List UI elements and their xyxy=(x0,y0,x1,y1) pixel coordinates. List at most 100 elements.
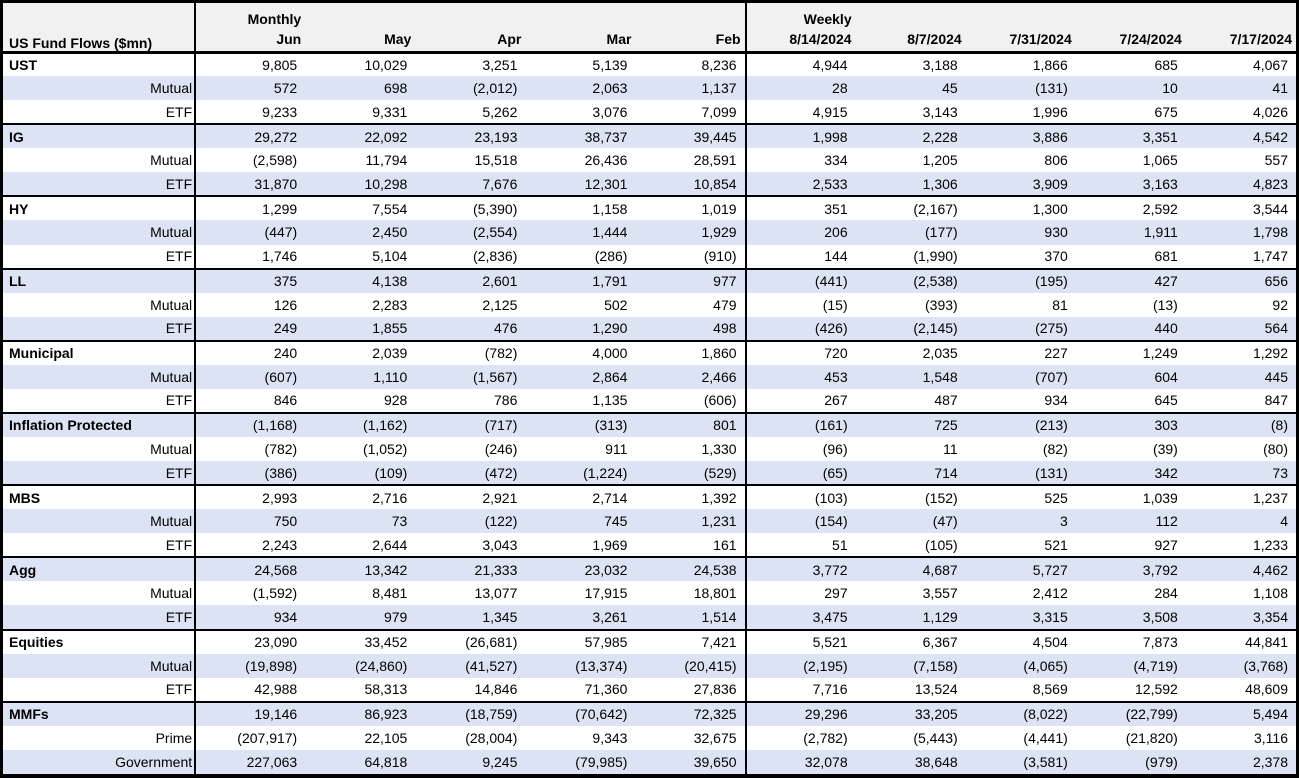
value-cell: (109) xyxy=(305,461,416,486)
sub-label: Mutual xyxy=(3,364,197,389)
value-cell: (161) xyxy=(745,411,856,437)
value-cell: 28 xyxy=(745,76,856,101)
value-cell: 1,039 xyxy=(1075,484,1186,510)
value-cell: (246) xyxy=(484,441,518,458)
value-cell: (1,592) xyxy=(252,585,298,602)
value-cell: 3,792 xyxy=(1075,556,1186,582)
value-cell: 2,921 xyxy=(415,484,526,510)
value-cell: 370 xyxy=(1044,248,1068,265)
value-cell: 1,249 xyxy=(1075,339,1186,365)
value-cell: 1,205 xyxy=(922,152,958,169)
category-label: Agg xyxy=(3,556,197,582)
value-cell: 3,043 xyxy=(482,536,518,553)
value-cell: 334 xyxy=(824,152,848,169)
fund-flows-table: US Fund Flows ($mn) Monthly Weekly Jun Ma… xyxy=(3,3,1296,774)
table-row-etf-hy: ETF 1,746 5,104 (2,836) (286) (910) 144 (1,990)… xyxy=(3,244,1296,269)
value-cell: 7,554 xyxy=(305,195,416,221)
value-cell: 24,538 xyxy=(635,556,747,582)
value-cell: 934 xyxy=(1044,392,1068,409)
table-row-mutual-mbs: Mutual 750 73 (122) 745 1,231 (154) (47) 3 112 4 xyxy=(3,509,1296,534)
value-cell: 1,306 xyxy=(855,172,966,197)
value-cell: 2,243 xyxy=(262,536,298,553)
value-cell: 33,205 xyxy=(855,700,966,726)
value-cell: (2,167) xyxy=(855,195,966,221)
value-cell: 2,412 xyxy=(1032,585,1068,602)
category-label: Equities xyxy=(3,628,197,654)
value-cell: (2,554) xyxy=(415,220,526,245)
value-cell: 934 xyxy=(195,605,306,630)
sub-label: Mutual xyxy=(3,509,197,534)
value-cell: 227,063 xyxy=(195,749,306,774)
value-cell: 3,188 xyxy=(855,50,966,77)
value-cell: 786 xyxy=(494,392,518,409)
value-cell: 1,929 xyxy=(635,220,747,245)
value-cell: 979 xyxy=(305,605,416,630)
value-cell: 453 xyxy=(745,364,856,389)
value-cell: 17,915 xyxy=(584,585,628,602)
value-cell: 72,325 xyxy=(635,700,747,726)
value-cell: 6,367 xyxy=(855,628,966,654)
value-cell: (286) xyxy=(594,248,628,265)
value-cell: 4,138 xyxy=(305,267,416,293)
value-cell: (1,990) xyxy=(913,248,958,265)
value-cell: 10,029 xyxy=(305,50,416,77)
value-cell: 3,354 xyxy=(1185,605,1296,630)
value-cell: 498 xyxy=(635,316,747,341)
value-cell: (4,065) xyxy=(965,653,1076,678)
col-header-7-24-2024: 7/24/2024 xyxy=(1075,28,1186,54)
header-spacer xyxy=(1185,3,1296,28)
value-cell: 720 xyxy=(745,339,856,365)
value-cell: (5,390) xyxy=(415,195,526,221)
value-cell: 1,110 xyxy=(305,364,416,389)
header-spacer xyxy=(415,3,526,28)
col-header-may: May xyxy=(305,28,416,54)
value-cell: 1,231 xyxy=(635,509,747,534)
sub-label: ETF xyxy=(3,533,197,558)
value-cell: 8,481 xyxy=(372,585,408,602)
value-cell: 12,301 xyxy=(525,172,636,197)
value-cell: 1,137 xyxy=(635,76,747,101)
sub-label: ETF xyxy=(3,461,197,486)
value-cell: (2,598) xyxy=(252,152,298,169)
sub-label: Mutual xyxy=(3,76,197,101)
value-cell: 227 xyxy=(965,339,1076,365)
value-cell: 22,105 xyxy=(364,729,408,746)
value-cell: 9,805 xyxy=(195,50,306,77)
value-cell: 161 xyxy=(635,533,747,558)
value-cell: (105) xyxy=(925,536,958,553)
value-cell: 2,039 xyxy=(305,339,416,365)
value-cell: (21,820) xyxy=(1125,729,1178,746)
table-row-etf-municipal: ETF 846 928 786 1,135 (606) 267 487 934 645 847 xyxy=(3,388,1296,413)
value-cell: 2,601 xyxy=(415,267,526,293)
value-cell: 9,245 xyxy=(415,749,526,774)
value-cell: (131) xyxy=(965,76,1076,101)
value-cell: 5,521 xyxy=(745,628,856,654)
value-cell: 2,714 xyxy=(525,484,636,510)
value-cell: 2,228 xyxy=(855,123,966,149)
sub-label: Prime xyxy=(3,725,197,750)
value-cell: (386) xyxy=(195,461,306,486)
value-cell: 21,333 xyxy=(415,556,526,582)
value-cell: 4,067 xyxy=(1185,50,1296,77)
value-cell: 4,687 xyxy=(855,556,966,582)
value-cell: (26,681) xyxy=(415,628,526,654)
value-cell: 48,609 xyxy=(1245,681,1288,698)
value-cell: (8) xyxy=(1185,411,1296,437)
value-cell: 112 xyxy=(1075,509,1186,534)
value-cell: (313) xyxy=(525,411,636,437)
value-cell: 1,345 xyxy=(415,605,526,630)
value-cell: (1,168) xyxy=(195,411,306,437)
value-cell: (20,415) xyxy=(635,653,747,678)
table-row-mutual-ll: Mutual 126 2,283 2,125 502 479 (15) (393) 81 (13)… xyxy=(3,292,1296,317)
value-cell: 15,518 xyxy=(474,152,518,169)
value-cell: 4,462 xyxy=(1185,556,1296,582)
value-cell: 572 xyxy=(195,76,306,101)
value-cell: 27,836 xyxy=(635,677,747,702)
sub-label: Mutual xyxy=(3,220,197,245)
value-cell: (19,898) xyxy=(195,653,306,678)
value-cell: 685 xyxy=(1075,50,1186,77)
value-cell: 1,292 xyxy=(1185,339,1296,365)
sub-label: Mutual xyxy=(3,581,197,606)
value-cell: (910) xyxy=(635,244,747,269)
value-cell: (24,860) xyxy=(305,653,416,678)
